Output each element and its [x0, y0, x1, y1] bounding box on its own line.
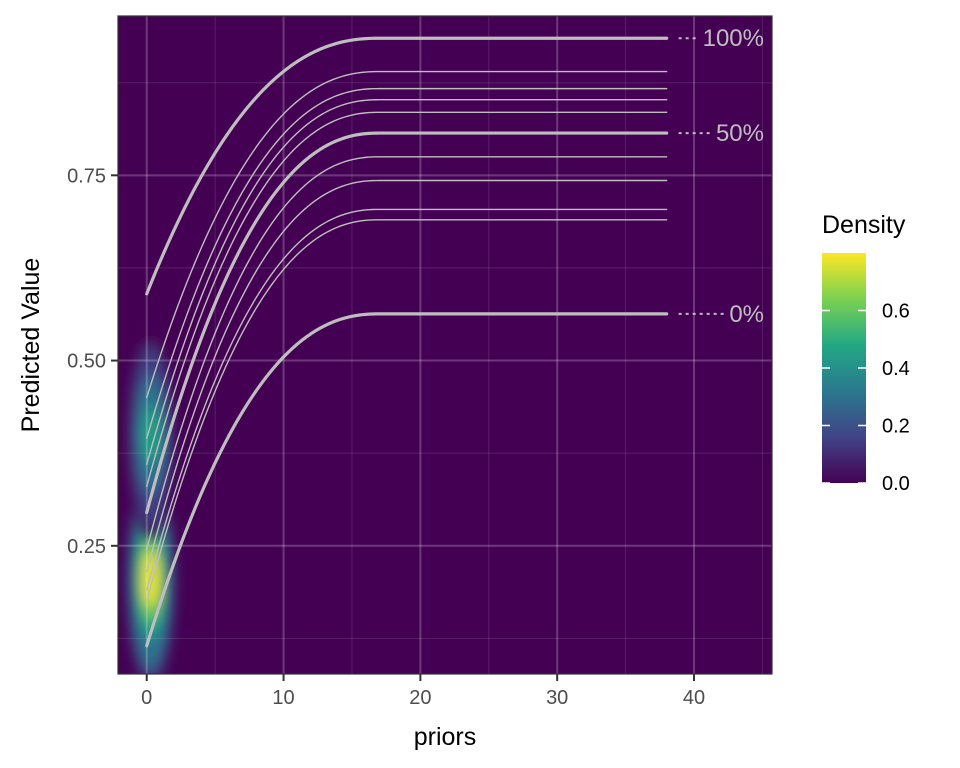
density-blob-1-5 — [141, 406, 160, 463]
y-tick-label: 0.75 — [67, 165, 106, 187]
x-tick-label: 10 — [272, 687, 294, 709]
prediction-curve-4 — [146, 156, 668, 551]
x-tick-label: 20 — [409, 687, 431, 709]
percentile-label-100pct: 100% — [703, 25, 764, 52]
x-tick-label: 30 — [546, 687, 568, 709]
legend-tick-label: 0.2 — [882, 416, 910, 438]
plot-panel — [118, 16, 772, 674]
legend-tick-label: 0.0 — [882, 473, 910, 495]
prediction-curve-7 — [146, 99, 668, 465]
prediction-curve-1 — [146, 219, 668, 603]
prediction-curve-9 — [146, 70, 668, 399]
prediction-curve-8 — [146, 87, 668, 440]
grid-lines — [118, 16, 772, 674]
percentile-labels: 0% 50% 100% — [678, 25, 764, 328]
prediction-curve-2 — [146, 208, 668, 591]
density-blob-0-5 — [141, 551, 160, 607]
x-axis-title: priors — [414, 723, 477, 751]
prediction-curve-6 — [146, 111, 668, 488]
prediction-curve-50pct — [145, 131, 669, 515]
prediction-curve-0pct — [145, 312, 669, 648]
legend-tick-label: 0.4 — [882, 358, 910, 380]
prediction-curves — [145, 36, 669, 648]
x-tick-label: 40 — [683, 687, 705, 709]
percentile-label-0pct: 0% — [729, 301, 764, 328]
percentile-label-50pct: 50% — [716, 120, 764, 147]
x-tick-label: 0 — [141, 687, 152, 709]
axes: 0 10 20 30 40 0.25 0.50 0.75 — [67, 15, 773, 709]
y-tick-label: 0.50 — [67, 351, 106, 373]
panel-border — [117, 15, 773, 675]
prediction-curve-3 — [146, 179, 668, 573]
prediction-curve-100pct — [145, 36, 669, 296]
y-tick-label: 0.25 — [67, 536, 106, 558]
legend-tick-label: 0.6 — [882, 301, 910, 323]
legend-title: Density — [822, 211, 906, 239]
density-legend: Density 0.0 0.2 0.4 0.6 — [822, 211, 910, 495]
y-axis-title: Predicted Value — [17, 258, 45, 433]
